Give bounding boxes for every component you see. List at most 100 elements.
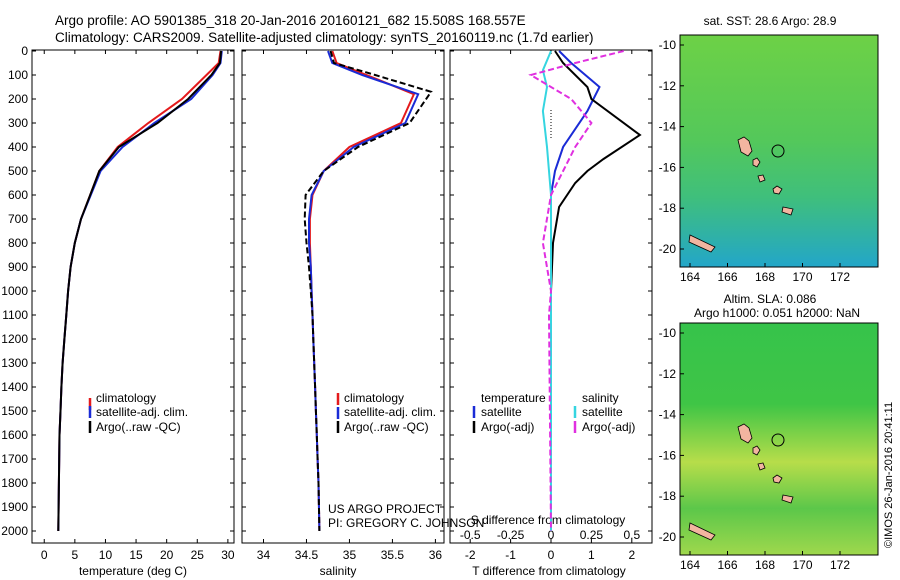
salinity-x-label: salinity — [320, 564, 357, 578]
sal-diff-tick-label: 0.5 — [623, 528, 640, 542]
depth-tick-label: 400 — [8, 140, 28, 154]
x-tick-label: 20 — [160, 548, 174, 562]
depth-axis: 0 100 200 300 400 500 600 700 800 900 1000 1100 1200… — [1, 44, 652, 538]
temperature-legend-climatology: climatology — [96, 391, 156, 405]
map-y-tick-label: -20 — [659, 530, 677, 544]
x-tick-label: 25 — [191, 548, 205, 562]
series-line-salinity-argo-adj- — [528, 50, 624, 532]
sla-map-title2: Argo h1000: 0.051 h2000: NaN — [694, 306, 860, 320]
legend-sal-satellite: satellite — [582, 405, 623, 419]
salinity-legend: climatology satellite-adj. clim. Argo(..… — [336, 391, 436, 434]
x-tick-label: 36 — [429, 548, 443, 562]
map-x-tick-label: 170 — [792, 270, 812, 284]
legend-sal-argo: Argo(-adj) — [582, 420, 635, 434]
island-shape — [752, 157, 761, 168]
sal-diff-tick-label: 0 — [548, 528, 555, 542]
map-x-tick-label: 164 — [680, 558, 700, 572]
depth-tick-label: 100 — [8, 68, 28, 82]
argo-position-marker — [771, 144, 785, 158]
sla-map-title1: Altim. SLA: 0.086 — [724, 292, 817, 306]
sst-map-title: sat. SST: 28.6 Argo: 28.9 — [704, 14, 837, 28]
island-shape — [757, 174, 766, 183]
island-shape — [688, 522, 716, 541]
series-line-satellite-adj-clim- — [308, 50, 420, 532]
sla-map-islands — [688, 423, 794, 541]
difference-x-axis: -2 -1 0 1 2 -0.5 -0.25 0 0.25 0.5 — [460, 50, 640, 562]
depth-tick-label: 1700 — [1, 452, 28, 466]
island-shape — [772, 185, 783, 195]
depth-tick-label: 200 — [8, 92, 28, 106]
series-line-argo-raw-qc- — [57, 50, 223, 532]
salinity-legend-climatology: climatology — [344, 391, 404, 405]
temperature-legend-argo: Argo(..raw -QC) — [96, 420, 181, 434]
x-tick-label: 15 — [129, 548, 143, 562]
island-shape — [752, 445, 761, 456]
island-shape — [781, 494, 794, 504]
difference-series — [528, 50, 642, 532]
temperature-series — [57, 50, 223, 532]
figure-title-line2: Climatology: CARS2009. Satellite-adjuste… — [55, 30, 594, 45]
x-tick-label: 0 — [41, 548, 48, 562]
temperature-legend-satellite: satellite-adj. clim. — [96, 405, 188, 419]
map-y-tick-label: -12 — [659, 79, 677, 93]
legend-temp-satellite: satellite — [481, 405, 522, 419]
depth-tick-label: 500 — [8, 164, 28, 178]
map-y-tick-label: -12 — [659, 367, 677, 381]
x-tick-label: 0 — [548, 548, 555, 562]
x-tick-label: 34 — [257, 548, 271, 562]
sla-map — [679, 322, 879, 556]
x-tick-label: -2 — [465, 548, 476, 562]
map-x-tick-label: 170 — [792, 558, 812, 572]
sst-map — [679, 34, 879, 268]
difference-legend: temperature satellite Argo(-adj) salinit… — [472, 391, 635, 434]
depth-tick-label: 1100 — [2, 308, 28, 322]
series-line-temperature-argo-adj- — [550, 50, 642, 531]
map-y-tick-label: -14 — [659, 120, 677, 134]
x-tick-label: 34.5 — [295, 548, 319, 562]
depth-tick-label: 0 — [21, 44, 28, 58]
x-tick-label: 35 — [343, 548, 357, 562]
map-y-tick-label: -10 — [659, 38, 677, 52]
depth-tick-label: 800 — [8, 236, 28, 250]
depth-tick-label: 700 — [8, 212, 28, 226]
map-x-tick-label: 172 — [830, 270, 850, 284]
island-shape — [772, 474, 783, 484]
depth-tick-label: 300 — [8, 116, 28, 130]
x-tick-label: 2 — [628, 548, 635, 562]
temperature-legend: climatology satellite-adj. clim. Argo(..… — [88, 391, 188, 434]
sst-map-islands — [688, 136, 794, 253]
map-y-tick-label: -20 — [659, 242, 677, 256]
island-shape — [781, 206, 794, 216]
x-tick-label: 5 — [72, 548, 79, 562]
temperature-panel-frame — [31, 49, 235, 544]
series-line-climatology — [308, 50, 416, 532]
temperature-x-axis: 0 5 10 15 20 25 30 — [41, 50, 235, 562]
salinity-x-axis: 34 34.5 35 35.5 36 — [257, 50, 443, 562]
depth-tick-label: 1500 — [1, 404, 28, 418]
salinity-legend-argo: Argo(..raw -QC) — [344, 420, 429, 434]
sal-diff-tick-label: -0.5 — [460, 528, 481, 542]
series-line-argo-raw-qc- — [303, 50, 433, 532]
map-x-tick-label: 172 — [830, 558, 850, 572]
map-y-tick-label: -16 — [659, 448, 677, 462]
argo-position-marker — [771, 433, 785, 447]
map-x-tick-label: 166 — [717, 558, 737, 572]
x-tick-label: 10 — [99, 548, 113, 562]
difference-top-label: S difference from climatology — [471, 513, 626, 527]
series-line-satellite-adj-clim- — [57, 50, 223, 532]
series-line-climatology — [57, 50, 222, 532]
figure-title-line1: Argo profile: AO 5901385_318 20-Jan-2016… — [55, 13, 526, 28]
x-tick-label: -1 — [505, 548, 516, 562]
map-y-tick-label: -18 — [659, 201, 677, 215]
map-y-tick-label: -16 — [659, 160, 677, 174]
island-shape — [688, 234, 716, 253]
map-y-tick-label: -14 — [659, 408, 677, 422]
island-shape — [737, 136, 753, 157]
depth-tick-label: 1300 — [1, 356, 28, 370]
imos-timestamp: ©IMOS 26-Jan-2016 20:41:11 — [883, 402, 895, 548]
depth-tick-label: 900 — [8, 260, 28, 274]
island-shape — [757, 462, 766, 471]
